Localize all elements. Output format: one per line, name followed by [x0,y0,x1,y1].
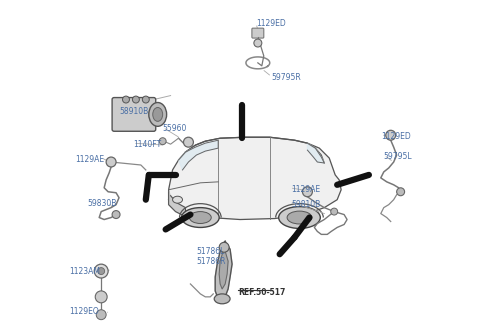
Text: 1129ED: 1129ED [381,132,410,141]
Ellipse shape [190,212,211,223]
Text: 1123AM: 1123AM [70,267,100,276]
Circle shape [132,96,139,103]
Text: 55960: 55960 [163,124,187,133]
Text: 1129ED: 1129ED [256,19,286,28]
Circle shape [96,310,106,320]
Text: 59795L: 59795L [384,152,412,161]
Circle shape [122,96,130,103]
Circle shape [331,208,337,215]
Ellipse shape [153,108,163,121]
Text: 51786R: 51786R [196,257,226,266]
Circle shape [396,188,405,196]
Ellipse shape [214,294,230,304]
Polygon shape [168,192,185,216]
Ellipse shape [149,103,167,126]
Text: 1129AE: 1129AE [291,185,321,194]
Text: REF.50-517: REF.50-517 [238,288,286,297]
Circle shape [95,291,107,303]
Text: 1129AE: 1129AE [75,155,105,164]
Ellipse shape [173,196,182,203]
Polygon shape [168,137,341,219]
Polygon shape [215,241,232,301]
Circle shape [98,267,105,275]
Text: 1129EO: 1129EO [70,307,99,316]
FancyBboxPatch shape [112,97,156,131]
Text: 59795R: 59795R [272,73,301,82]
Ellipse shape [279,207,320,229]
Circle shape [106,157,116,167]
Circle shape [159,138,166,145]
Text: 59810B: 59810B [291,200,321,209]
Text: 1140FT: 1140FT [133,140,161,149]
Circle shape [183,137,193,147]
Polygon shape [307,143,324,163]
Circle shape [112,211,120,218]
Circle shape [219,242,229,252]
Circle shape [302,187,312,197]
Text: 59830B: 59830B [87,199,117,208]
Text: 58910B: 58910B [119,108,148,116]
FancyBboxPatch shape [252,28,264,38]
Text: 51786L: 51786L [196,247,225,256]
Circle shape [94,264,108,278]
Ellipse shape [287,211,312,224]
Circle shape [143,96,149,103]
Polygon shape [219,251,228,289]
Polygon shape [179,140,218,170]
Circle shape [386,130,396,140]
Circle shape [254,39,262,47]
Ellipse shape [181,208,219,228]
